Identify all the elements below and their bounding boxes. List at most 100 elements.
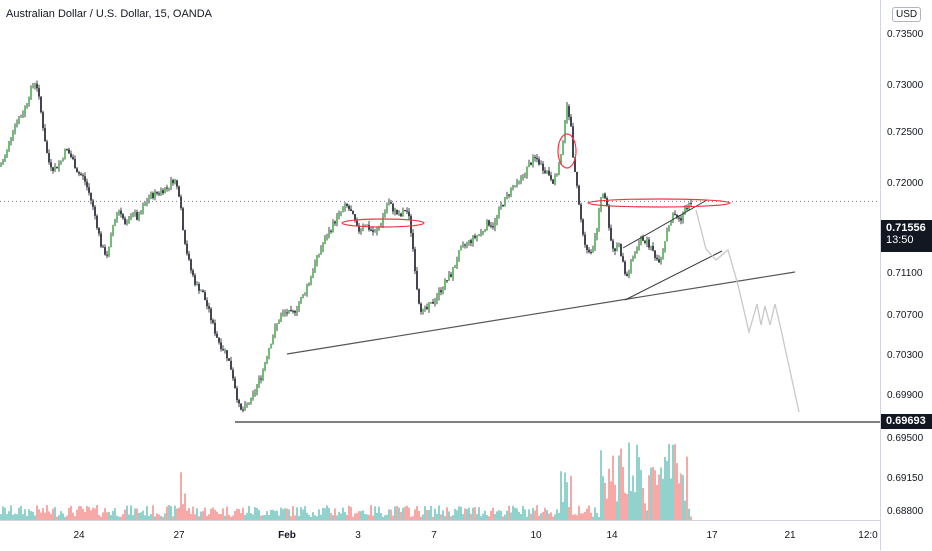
volume-bar (498, 510, 500, 520)
candle-body (10, 137, 12, 142)
volume-bar (500, 510, 502, 520)
volume-bar (264, 515, 266, 520)
candle-body (620, 244, 622, 257)
volume-bar (202, 511, 204, 520)
candle-body (344, 203, 346, 209)
candle-body (600, 198, 602, 210)
volume-bar (640, 470, 642, 520)
candle-body (152, 192, 154, 199)
volume-bar (684, 500, 686, 520)
candle-body (154, 191, 156, 199)
volume-bar (396, 505, 398, 520)
candle-body (272, 336, 274, 345)
candle-body (472, 235, 474, 243)
candle-body (500, 204, 502, 208)
volume-bar (122, 514, 124, 520)
volume-bar (24, 509, 26, 520)
candle-body (276, 323, 278, 328)
time-scale[interactable]: 24 27 Feb 3 7 10 14 17 21 12:0 (0, 520, 880, 551)
volume-bar (328, 507, 330, 520)
candle-body (230, 360, 232, 370)
candle-body (68, 149, 70, 154)
volume-bar (568, 507, 570, 520)
candle-body (518, 180, 520, 182)
volume-bar (306, 512, 308, 520)
candle-body (172, 180, 174, 184)
volume-bar (410, 516, 412, 520)
volume-bar (190, 513, 192, 520)
volume-bar (4, 507, 6, 520)
candle-body (530, 162, 532, 165)
y-tick-label: 0.70700 (887, 310, 924, 321)
candle-body (118, 210, 120, 215)
candle-body (462, 244, 464, 248)
candle-body (458, 250, 460, 260)
candle-body (686, 208, 688, 210)
candle-body (214, 322, 216, 334)
candle-body (138, 214, 140, 220)
volume-bar (6, 514, 8, 520)
volume-bar (318, 509, 320, 520)
volume-bar (564, 472, 566, 520)
volume-bar (184, 493, 186, 520)
candle-body (158, 193, 160, 195)
bar-countdown: 13:50 (886, 234, 914, 246)
candle-body (526, 167, 528, 176)
volume-bar (574, 514, 576, 520)
candle-body (184, 230, 186, 244)
candle-body (48, 153, 50, 163)
candle-body (160, 190, 162, 194)
candle-body (644, 240, 646, 243)
candle-body (418, 289, 420, 304)
currency-badge[interactable]: USD (892, 7, 922, 22)
candle-body (128, 217, 130, 224)
candle-body (484, 230, 486, 232)
volume-bar (560, 471, 562, 520)
candle-body (312, 272, 314, 277)
candle-body (26, 103, 28, 107)
candle-body (62, 158, 64, 161)
price-scale[interactable]: USD 0.73500 0.73000 0.72500 0.72000 0.71… (880, 0, 932, 550)
volume-bar (582, 513, 584, 520)
candle-body (254, 392, 256, 395)
candle-body (564, 120, 566, 143)
volume-bar (512, 505, 514, 520)
chart-area[interactable]: Australian Dollar / U.S. Dollar, 15, OAN… (0, 0, 880, 520)
volume-bar (104, 508, 106, 520)
volume-bar (50, 513, 52, 520)
volume-bar (84, 512, 86, 520)
volume-bar (28, 509, 30, 520)
candle-body (208, 306, 210, 309)
volume-bar (150, 514, 152, 520)
price-chart[interactable] (0, 0, 880, 520)
candle-body (4, 155, 6, 161)
candle-body (318, 254, 320, 256)
candle-body (522, 176, 524, 178)
volume-bar (152, 505, 154, 520)
volume-bar (248, 505, 250, 520)
candle-body (490, 225, 492, 227)
volume-bar (660, 467, 662, 520)
volume-bar (200, 511, 202, 520)
volume-bar (444, 515, 446, 520)
volume-bar (246, 512, 248, 520)
volume-bar (372, 515, 374, 520)
volume-bar (196, 508, 198, 520)
volume-bar (322, 507, 324, 520)
volume-bar (22, 514, 24, 520)
volume-bar (680, 473, 682, 520)
chart-title: Australian Dollar / U.S. Dollar, 15, OAN… (6, 8, 213, 20)
candle-body (474, 235, 476, 238)
candle-body (346, 203, 348, 206)
candle-body (648, 239, 650, 248)
candle-body (80, 173, 82, 176)
volume-bar (236, 508, 238, 520)
candle-body (378, 226, 380, 231)
candle-body (308, 282, 310, 286)
x-tick-label: 14 (606, 530, 618, 541)
volume-bar (450, 516, 452, 520)
volume-bar (644, 503, 646, 520)
candle-body (570, 116, 572, 127)
volume-bar (206, 515, 208, 520)
volume-bar (260, 515, 262, 520)
